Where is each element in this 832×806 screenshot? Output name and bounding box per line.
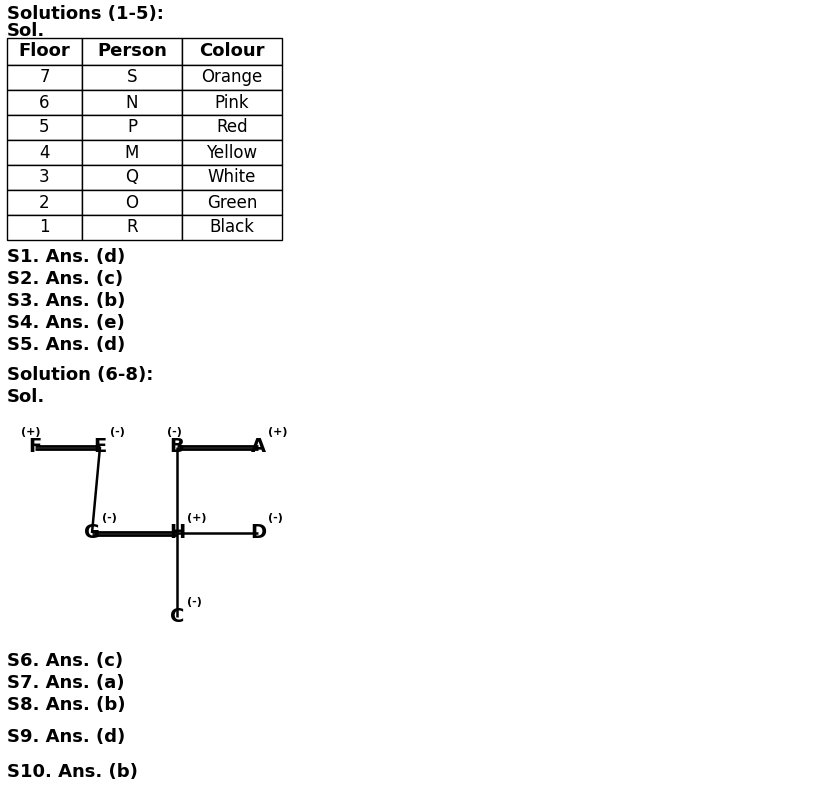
Text: N: N <box>126 93 138 111</box>
Text: 1: 1 <box>39 218 50 236</box>
Text: S8. Ans. (b): S8. Ans. (b) <box>7 696 126 714</box>
Text: Pink: Pink <box>215 93 250 111</box>
Bar <box>182 115 282 140</box>
Text: S2. Ans. (c): S2. Ans. (c) <box>7 270 123 288</box>
Text: Solution (6-8):: Solution (6-8): <box>7 366 153 384</box>
Bar <box>7 65 82 90</box>
Text: R: R <box>126 218 138 236</box>
Text: D: D <box>250 524 266 542</box>
Text: M: M <box>125 143 139 161</box>
Text: S10. Ans. (b): S10. Ans. (b) <box>7 763 138 781</box>
Bar <box>7 190 82 215</box>
Text: C: C <box>170 608 184 626</box>
Bar <box>7 90 82 115</box>
Bar <box>7 165 82 190</box>
Text: White: White <box>208 168 256 186</box>
Bar <box>82 65 182 90</box>
Text: S1. Ans. (d): S1. Ans. (d) <box>7 248 126 266</box>
Bar <box>7 38 82 65</box>
Text: (-): (-) <box>187 597 202 607</box>
Text: A: A <box>250 438 265 456</box>
Text: (-): (-) <box>268 513 283 523</box>
Bar <box>7 140 82 165</box>
Text: B: B <box>170 438 185 456</box>
Text: Sol.: Sol. <box>7 388 45 406</box>
Text: E: E <box>93 438 106 456</box>
Text: 3: 3 <box>39 168 50 186</box>
Bar <box>182 90 282 115</box>
Text: S9. Ans. (d): S9. Ans. (d) <box>7 728 126 746</box>
Text: 5: 5 <box>39 118 50 136</box>
Bar <box>82 38 182 65</box>
Bar <box>82 215 182 240</box>
Text: S: S <box>126 69 137 86</box>
Bar <box>7 215 82 240</box>
Text: Solutions (1-5):: Solutions (1-5): <box>7 5 164 23</box>
Bar <box>182 38 282 65</box>
Text: O: O <box>126 193 138 211</box>
Bar <box>82 140 182 165</box>
Bar <box>7 115 82 140</box>
Text: H: H <box>169 524 186 542</box>
Text: (-): (-) <box>167 427 182 437</box>
Bar <box>82 165 182 190</box>
Text: S5. Ans. (d): S5. Ans. (d) <box>7 336 126 354</box>
Bar <box>182 65 282 90</box>
Text: F: F <box>28 438 42 456</box>
Text: (+): (+) <box>268 427 288 437</box>
Text: (-): (-) <box>102 513 116 523</box>
Text: 6: 6 <box>39 93 50 111</box>
Text: S7. Ans. (a): S7. Ans. (a) <box>7 674 125 692</box>
Text: P: P <box>127 118 137 136</box>
Bar <box>82 115 182 140</box>
Text: 4: 4 <box>39 143 50 161</box>
Bar <box>182 165 282 190</box>
Bar <box>182 140 282 165</box>
Text: (+): (+) <box>21 427 41 437</box>
Text: S4. Ans. (e): S4. Ans. (e) <box>7 314 125 332</box>
Text: 7: 7 <box>39 69 50 86</box>
Text: 2: 2 <box>39 193 50 211</box>
Text: Colour: Colour <box>199 43 265 60</box>
Text: Q: Q <box>126 168 138 186</box>
Text: Floor: Floor <box>18 43 71 60</box>
Text: Black: Black <box>210 218 255 236</box>
Bar <box>82 90 182 115</box>
Text: Orange: Orange <box>201 69 263 86</box>
Text: Green: Green <box>207 193 257 211</box>
Text: (+): (+) <box>187 513 206 523</box>
Text: (-): (-) <box>110 427 125 437</box>
Bar <box>82 190 182 215</box>
Text: S6. Ans. (c): S6. Ans. (c) <box>7 652 123 670</box>
Text: G: G <box>84 524 100 542</box>
Text: Red: Red <box>216 118 248 136</box>
Text: Yellow: Yellow <box>206 143 258 161</box>
Bar <box>182 215 282 240</box>
Text: Sol.: Sol. <box>7 22 45 40</box>
Bar <box>182 190 282 215</box>
Text: S3. Ans. (b): S3. Ans. (b) <box>7 292 126 310</box>
Text: Person: Person <box>97 43 167 60</box>
